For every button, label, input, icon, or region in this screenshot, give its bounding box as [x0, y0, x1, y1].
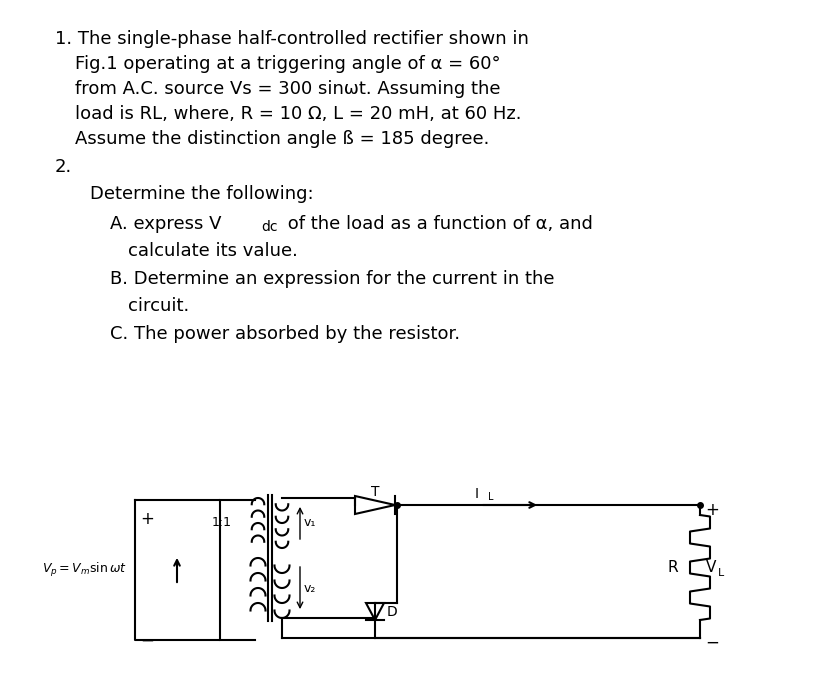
- Text: +: +: [140, 510, 154, 528]
- Text: −: −: [704, 634, 718, 652]
- Text: Assume the distinction angle ß = 185 degree.: Assume the distinction angle ß = 185 deg…: [75, 130, 489, 148]
- Text: load is RL, where, R = 10 Ω, L = 20 mH, at 60 Hz.: load is RL, where, R = 10 Ω, L = 20 mH, …: [75, 105, 521, 123]
- Text: B. Determine an expression for the current in the: B. Determine an expression for the curre…: [110, 270, 554, 288]
- Text: A. express V: A. express V: [110, 215, 222, 233]
- Text: 1. The single-phase half-controlled rectifier shown in: 1. The single-phase half-controlled rect…: [55, 30, 528, 48]
- Text: L: L: [487, 492, 493, 502]
- Text: 1:1: 1:1: [212, 516, 232, 530]
- Text: −: −: [140, 632, 154, 650]
- Text: T: T: [370, 485, 379, 499]
- Text: +: +: [704, 501, 718, 519]
- Text: I: I: [475, 487, 479, 501]
- Text: Fig.1 operating at a triggering angle of α = 60°: Fig.1 operating at a triggering angle of…: [75, 55, 500, 73]
- Text: Determine the following:: Determine the following:: [90, 185, 313, 203]
- Text: circuit.: circuit.: [128, 297, 189, 315]
- Text: calculate its value.: calculate its value.: [128, 242, 298, 260]
- Text: of the load as a function of α, and: of the load as a function of α, and: [282, 215, 592, 233]
- Text: dc: dc: [261, 220, 277, 234]
- Text: v₁: v₁: [304, 516, 316, 530]
- Text: C. The power absorbed by the resistor.: C. The power absorbed by the resistor.: [110, 325, 460, 343]
- Text: D: D: [386, 605, 397, 619]
- Text: from A.C. source Vs = 300 sinωt. Assuming the: from A.C. source Vs = 300 sinωt. Assumin…: [75, 80, 500, 98]
- Text: $V_p = V_m\sin\omega t$: $V_p = V_m\sin\omega t$: [42, 561, 127, 579]
- Text: v₂: v₂: [304, 582, 316, 594]
- Text: L: L: [717, 568, 724, 578]
- Text: R: R: [667, 559, 677, 575]
- Text: 2.: 2.: [55, 158, 72, 176]
- Text: V: V: [705, 559, 715, 575]
